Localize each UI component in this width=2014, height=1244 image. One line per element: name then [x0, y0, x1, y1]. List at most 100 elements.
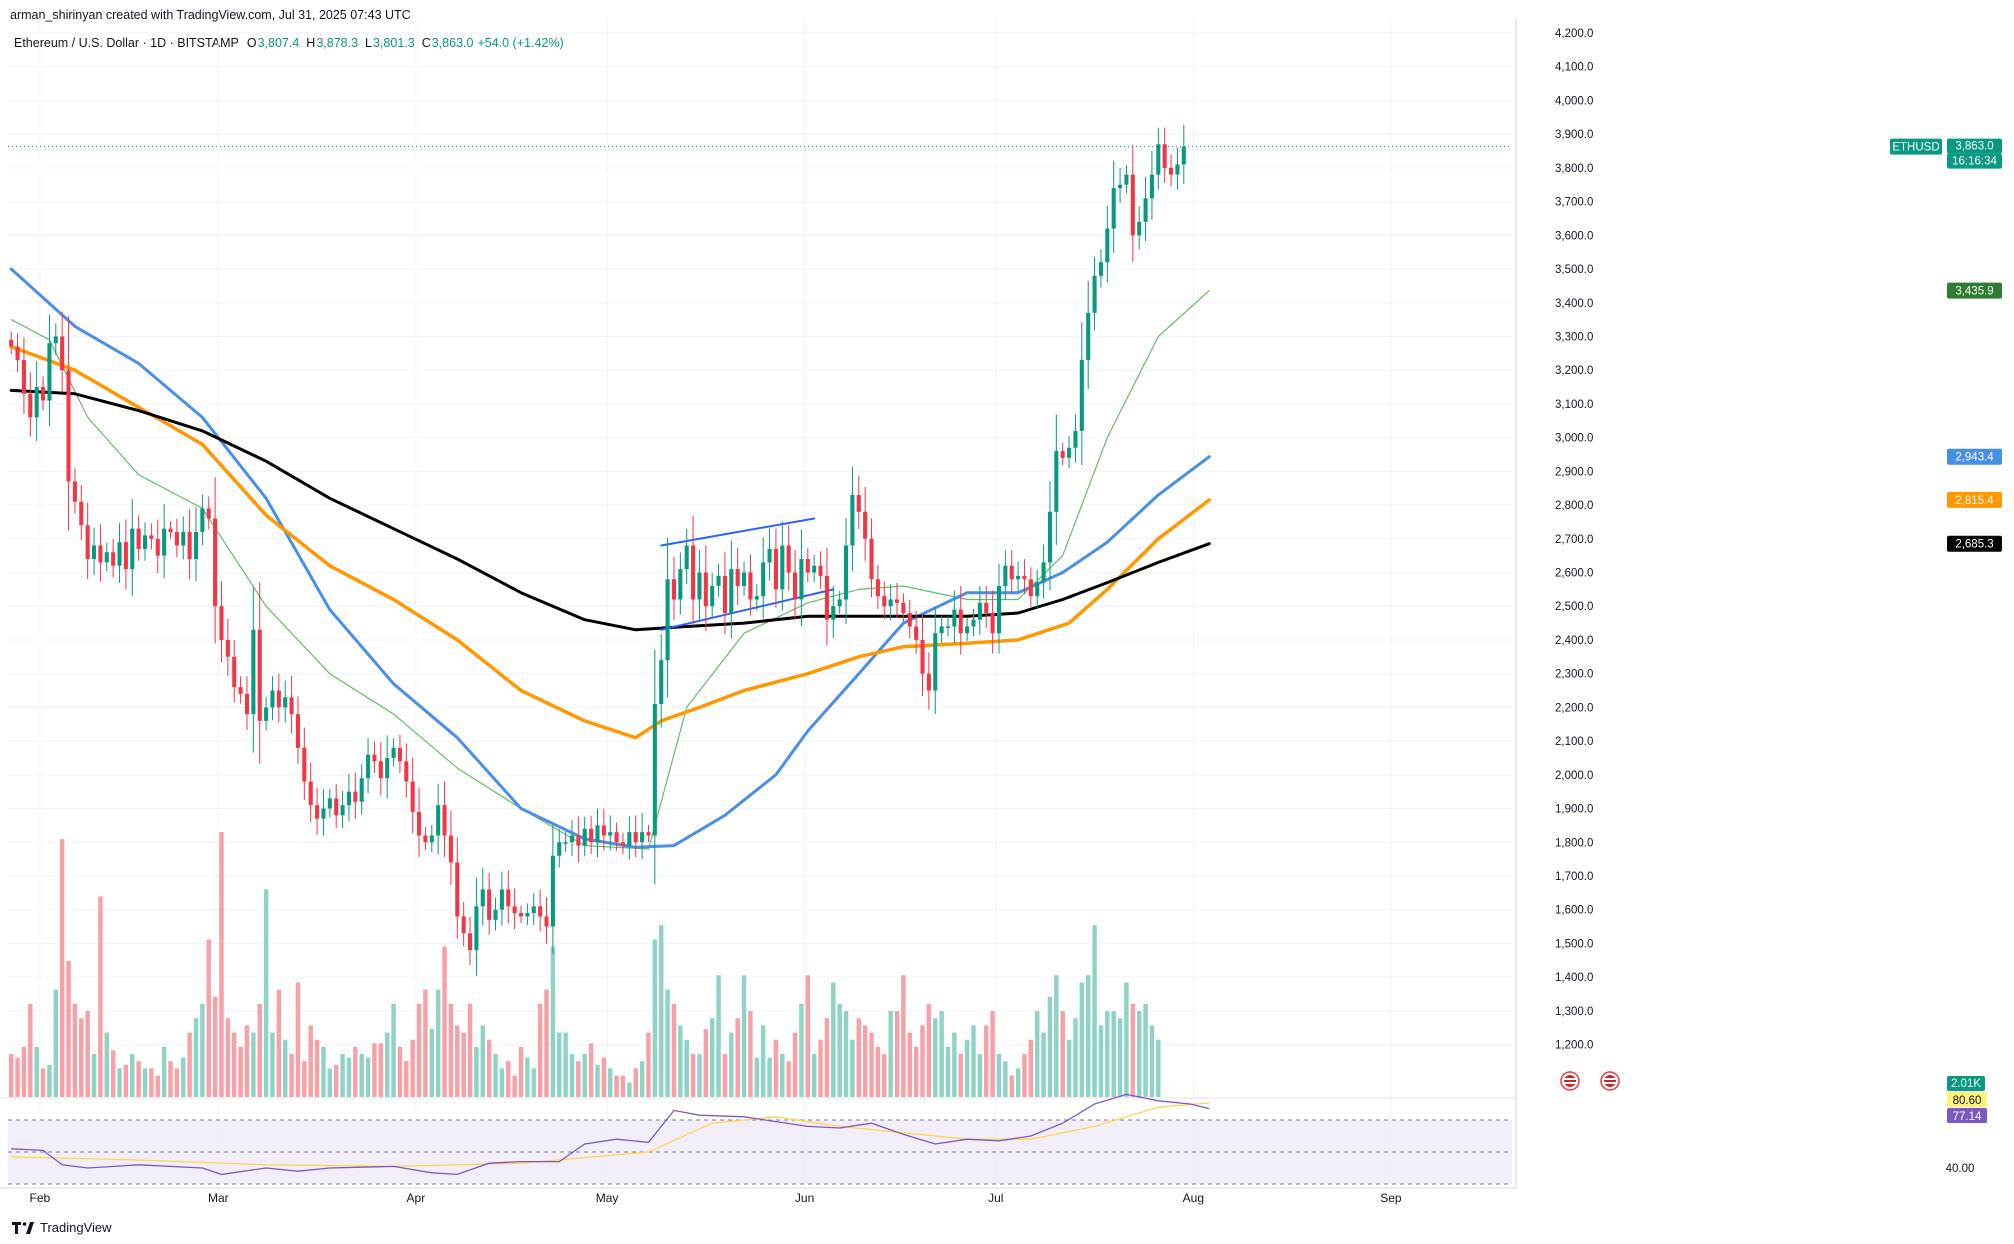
- volume-bar: [117, 1068, 122, 1097]
- x-tick-label: Mar: [208, 1191, 229, 1205]
- volume-bar: [289, 1054, 294, 1097]
- candle-body: [984, 602, 989, 613]
- volume-bar: [257, 1003, 262, 1097]
- candle-body: [538, 906, 543, 917]
- volume-bar: [518, 1046, 524, 1097]
- candle-body: [525, 913, 530, 917]
- last-price-label: 3,863.0: [1955, 141, 1993, 153]
- candle-body: [1086, 312, 1091, 361]
- candle-body: [181, 532, 186, 546]
- candle-body: [270, 690, 275, 708]
- x-tick-label: Jul: [988, 1191, 1003, 1205]
- candle-body: [665, 579, 670, 661]
- volume-bar: [875, 1046, 881, 1097]
- candle-body: [1156, 144, 1161, 175]
- candle-body: [117, 542, 122, 566]
- candle-body: [608, 832, 613, 836]
- volume-bar: [748, 1011, 753, 1097]
- candle-body: [576, 835, 581, 846]
- candle-body: [659, 660, 664, 705]
- ma-green-line: [10, 290, 1210, 850]
- close-value: 3,863.0: [431, 36, 474, 50]
- ma-price-label: 3,435.9: [1955, 286, 1993, 298]
- trendline-upper: [660, 517, 816, 547]
- volume-bar: [499, 1068, 505, 1097]
- volume-bar: [901, 975, 906, 1097]
- volume-bar: [837, 1003, 842, 1097]
- candle-body: [206, 508, 211, 519]
- candle-body: [111, 552, 116, 566]
- candle-body: [47, 343, 52, 401]
- volume-bar: [697, 1054, 702, 1097]
- flag-stripe: [1564, 1082, 1576, 1084]
- ma-price-label-bg: [1947, 282, 2002, 299]
- y-tick-label: 3,200.0: [1555, 365, 1593, 377]
- volume-bar: [850, 1039, 855, 1097]
- candle-body: [155, 538, 160, 556]
- candle-body: [614, 832, 619, 843]
- volume-bar: [181, 1057, 186, 1097]
- ma-price-label: 2,815.4: [1955, 495, 1994, 507]
- volume-bar: [238, 1046, 243, 1097]
- volume-bar: [276, 989, 282, 1097]
- volume-bar: [455, 1025, 460, 1097]
- candle-body: [996, 585, 1002, 634]
- y-tick-label: 1,800.0: [1555, 837, 1593, 849]
- volume-bar: [709, 1018, 715, 1097]
- volume-bar: [193, 1018, 199, 1097]
- volume-bar: [964, 1039, 970, 1097]
- high-value: 3,878.3: [316, 36, 359, 50]
- candle-body: [1124, 174, 1129, 185]
- y-tick-label: 2,200.0: [1555, 702, 1593, 714]
- candle-body: [1118, 184, 1123, 189]
- tradingview-brand[interactable]: TradingView: [12, 1220, 112, 1235]
- flag-stripe: [1604, 1082, 1616, 1084]
- candle-body: [793, 572, 798, 600]
- y-tick-label: 2,300.0: [1555, 669, 1593, 681]
- candle-body: [697, 572, 702, 600]
- candle-body: [863, 511, 868, 539]
- volume-bar: [232, 1032, 237, 1097]
- candle-body: [754, 596, 759, 600]
- candle-body: [691, 545, 696, 600]
- candle-body: [875, 579, 880, 597]
- x-tick-label: May: [596, 1191, 619, 1205]
- volume-bar: [314, 1039, 320, 1097]
- candle-body: [837, 599, 842, 607]
- volume-bar: [843, 1011, 849, 1097]
- candle-body: [264, 707, 269, 721]
- symbol-price-tag-bg: [1890, 138, 1942, 155]
- volume-bar: [601, 1057, 607, 1097]
- candle-body: [805, 559, 810, 573]
- volume-bar: [614, 1075, 619, 1097]
- volume-bar: [1009, 1075, 1014, 1097]
- volume-bar: [1034, 1011, 1040, 1097]
- volume-bar: [1130, 1003, 1136, 1097]
- volume-bar: [493, 1054, 498, 1097]
- candle-body: [684, 545, 689, 570]
- candle-body: [276, 690, 281, 708]
- candle-body: [474, 906, 479, 951]
- candle-body: [914, 626, 919, 640]
- symbol-name[interactable]: Ethereum / U.S. Dollar · 1D · BITSTAMP: [14, 36, 239, 50]
- candle-body: [620, 842, 626, 846]
- candle-body: [353, 791, 358, 802]
- candle-body: [385, 757, 390, 779]
- symbol-legend[interactable]: Ethereum / U.S. Dollar · 1D · BITSTAMP O…: [14, 36, 567, 50]
- candle-body: [423, 835, 428, 843]
- x-tick-label: Jun: [795, 1191, 814, 1205]
- candle-body: [627, 832, 632, 846]
- event-flag-icon: [1600, 1071, 1620, 1091]
- candle-body: [518, 913, 524, 917]
- candle-body: [372, 754, 377, 762]
- volume-bar: [8, 1054, 14, 1097]
- volume-bar: [365, 1057, 371, 1097]
- candle-body: [926, 673, 931, 691]
- x-tick-label: Sep: [1380, 1191, 1402, 1205]
- volume-bar: [263, 889, 269, 1097]
- candle-body: [334, 798, 339, 816]
- candle-body: [28, 393, 33, 418]
- candle-body: [1137, 221, 1142, 236]
- candle-body: [308, 781, 313, 806]
